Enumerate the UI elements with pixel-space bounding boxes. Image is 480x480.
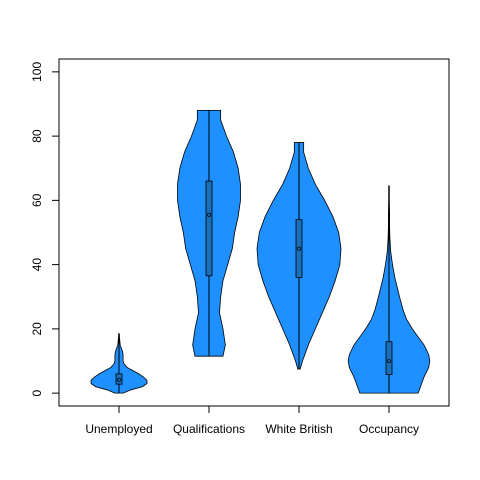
y-axis: 0 20 40 60 80 100 [30,62,60,396]
y-tick-label: 80 [30,129,44,143]
violin-median-point [207,212,211,217]
violin-group [347,185,431,394]
violin-median-point [387,359,391,363]
violin-median-point [117,377,121,382]
violin-iqr-box [385,341,393,375]
x-tick-label: Qualifications [173,422,245,436]
y-tick-label: 60 [30,193,44,207]
violins-layer [90,110,431,394]
violin-group [256,142,342,370]
y-tick-label: 0 [30,389,44,396]
x-axis: Unemployed Qualifications White British Occ… [85,405,419,436]
violin-group [177,110,241,357]
x-tick-label: White British [265,422,332,436]
violin-median-point [297,246,301,251]
violin-iqr-box [295,219,303,278]
y-tick-label: 20 [30,322,44,336]
y-tick-label: 100 [30,62,44,82]
violin-iqr-box [205,180,213,277]
violin-group [90,333,148,394]
violin-iqr-box [115,373,123,385]
y-tick-label: 40 [30,258,44,272]
x-tick-label: Occupancy [359,422,419,436]
x-tick-label: Unemployed [85,422,152,436]
